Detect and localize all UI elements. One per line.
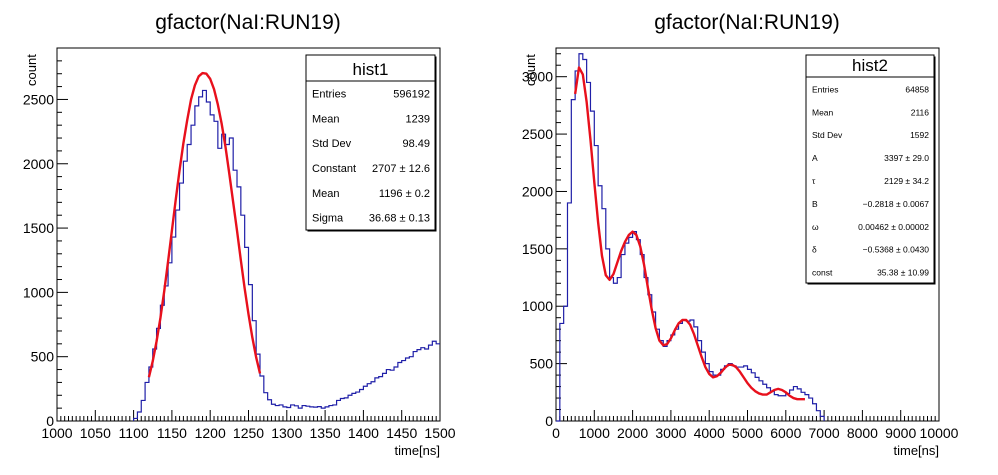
- stats-row-value: −0.5368 ± 0.0430: [863, 245, 930, 255]
- stats-row-value: 3397 ± 29.0: [884, 153, 929, 163]
- y-tick-label: 2500: [522, 126, 553, 142]
- x-tick-label: 1150: [157, 425, 187, 441]
- stats-box: hist2 Entries 64858 Mean 2116 Std Dev 1592 A 339…: [805, 54, 936, 285]
- stats-row-value: 35.38 ± 10.99: [877, 268, 929, 278]
- stats-box-frame: [805, 54, 935, 284]
- x-tick-label: 1200: [195, 425, 226, 441]
- y-tick-label: 500: [31, 349, 55, 365]
- stats-row-value: 1592: [910, 130, 929, 140]
- plot-title: gfactor(NaI:RUN19): [155, 11, 341, 34]
- histogram-line: [556, 53, 825, 422]
- y-tick-label: 1500: [522, 241, 553, 257]
- y-tick-label: 1500: [23, 220, 54, 236]
- stats-row-value: 64858: [905, 84, 929, 94]
- x-tick-label: 1100: [119, 425, 149, 441]
- x-tick-label: 3000: [655, 425, 686, 441]
- stats-row-label: A: [812, 153, 818, 163]
- y-tick-label: 1000: [23, 284, 54, 300]
- stats-row-value: 0.00462 ± 0.00002: [858, 222, 929, 232]
- x-tick-label: 6000: [770, 425, 801, 441]
- y-tick-label: 0: [545, 413, 553, 429]
- stats-row-value: 596192: [393, 88, 430, 100]
- x-tick-label: 9000: [885, 425, 916, 441]
- plot-title: gfactor(NaI:RUN19): [654, 11, 840, 34]
- stats-row-label: Entries: [312, 88, 347, 100]
- stats-row-value: 36.68 ± 0.13: [369, 213, 430, 225]
- x-tick-label: 1000: [579, 425, 610, 441]
- stats-box: hist1 Entries 596192 Mean 1239 Std Dev 98.49 Co…: [305, 54, 437, 232]
- x-tick-label: 5000: [732, 425, 763, 441]
- y-tick-label: 2000: [522, 183, 553, 199]
- x-tick-label: 1500: [424, 425, 455, 441]
- stats-row-label: Std Dev: [812, 130, 843, 140]
- stats-row-label: Mean: [812, 107, 834, 117]
- x-tick-label: 1000: [41, 425, 72, 441]
- y-tick-label: 500: [530, 356, 554, 372]
- x-tick-label: 1450: [386, 425, 417, 441]
- stats-row-label: Mean: [312, 188, 340, 200]
- right-histogram-panel: gfactor(NaI:RUN19) count time[ns] 0 1000 2…: [522, 11, 959, 458]
- x-axis-label: time[ns]: [394, 443, 440, 458]
- y-tick-label: 1000: [522, 298, 553, 314]
- x-tick-label: 10000: [920, 425, 959, 441]
- y-tick-label: 2500: [23, 91, 54, 107]
- stats-row-value: −0.2818 ± 0.0067: [863, 199, 930, 209]
- x-tick-label: 8000: [847, 425, 878, 441]
- stats-row-value: 1239: [406, 113, 430, 125]
- x-tick-label: 1400: [348, 425, 379, 441]
- x-tick-label: 1250: [233, 425, 264, 441]
- stats-row-value: 1196 ± 0.2: [379, 188, 430, 200]
- stats-row-label: δ: [812, 245, 817, 255]
- stats-box-title: hist2: [852, 56, 888, 75]
- left-histogram-panel: gfactor(NaI:RUN19) count time[ns] 1000 10…: [23, 11, 456, 458]
- stats-row-value: 98.49: [402, 138, 430, 150]
- x-axis-label: time[ns]: [893, 443, 939, 458]
- x-tick-label: 1350: [310, 425, 341, 441]
- stats-row-label: Std Dev: [312, 138, 352, 150]
- y-axis-label: count: [24, 54, 39, 86]
- stats-row-label: τ: [812, 176, 816, 186]
- x-tick-label: 0: [552, 425, 560, 441]
- stats-row-label: Entries: [812, 84, 838, 94]
- stats-box-frame: [305, 54, 436, 231]
- fit-curve: [573, 66, 805, 401]
- stats-row-label: ω: [812, 222, 819, 232]
- x-tick-label: 1050: [80, 425, 111, 441]
- x-tick-label: 7000: [809, 425, 840, 441]
- stats-row-value: 2129 ± 34.2: [884, 176, 929, 186]
- x-tick-label: 4000: [694, 425, 725, 441]
- stats-row-label: Sigma: [312, 213, 344, 225]
- y-tick-label: 2000: [23, 156, 54, 172]
- stats-row-value: 2707 ± 12.6: [372, 163, 430, 175]
- x-tick-label: 1300: [271, 425, 302, 441]
- x-tick-label: 2000: [617, 425, 648, 441]
- stats-row-label: Constant: [312, 163, 356, 175]
- y-tick-label: 3000: [522, 69, 553, 85]
- stats-row-label: const: [812, 268, 833, 278]
- stats-row-label: B: [812, 199, 818, 209]
- y-tick-label: 0: [46, 413, 54, 429]
- histogram-line: [133, 89, 440, 421]
- stats-row-label: Mean: [312, 113, 340, 125]
- stats-box-title: hist1: [353, 60, 389, 79]
- stats-row-value: 2116: [911, 107, 930, 117]
- y-axis-label: count: [523, 54, 538, 86]
- fit-curve: [147, 71, 262, 378]
